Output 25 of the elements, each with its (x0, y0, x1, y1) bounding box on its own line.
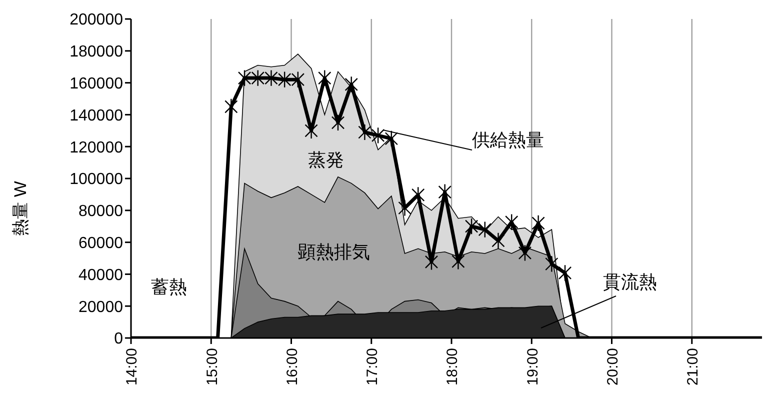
y-tick-label: 160000 (70, 75, 124, 92)
y-tick-label: 200000 (70, 12, 124, 29)
series-label: 蒸発 (308, 150, 344, 170)
x-tick-label: 17:00 (364, 348, 382, 386)
x-tick-label: 16:00 (284, 348, 301, 386)
y-tick-label: 40000 (78, 266, 124, 284)
y-tick-label: 60000 (78, 234, 124, 252)
x-tick-label: 20:00 (604, 348, 622, 386)
y-axis-title: 熱量 W (11, 181, 30, 236)
y-tick-label: 100000 (70, 171, 124, 188)
y-tick-label: 20000 (78, 298, 124, 316)
y-tick-label: 140000 (70, 107, 124, 124)
y-tick-label: 120000 (70, 139, 124, 156)
legend-label: 供給熱量 (472, 130, 544, 150)
series-label: 顕熱排気 (297, 242, 370, 262)
y-tick-label: 180000 (70, 44, 124, 61)
x-tick-label: 19:00 (524, 348, 542, 386)
x-tick-label: 15:00 (204, 348, 221, 386)
y-tick-label: 0 (114, 330, 124, 348)
annotation: 蓄熱 (151, 277, 187, 297)
y-tick-label: 80000 (78, 203, 124, 220)
x-tick-label: 14:00 (124, 348, 141, 386)
text: 貫流熱 (603, 272, 657, 292)
x-tick-label: 21:00 (684, 348, 702, 386)
x-tick-label: 18:00 (444, 348, 462, 386)
